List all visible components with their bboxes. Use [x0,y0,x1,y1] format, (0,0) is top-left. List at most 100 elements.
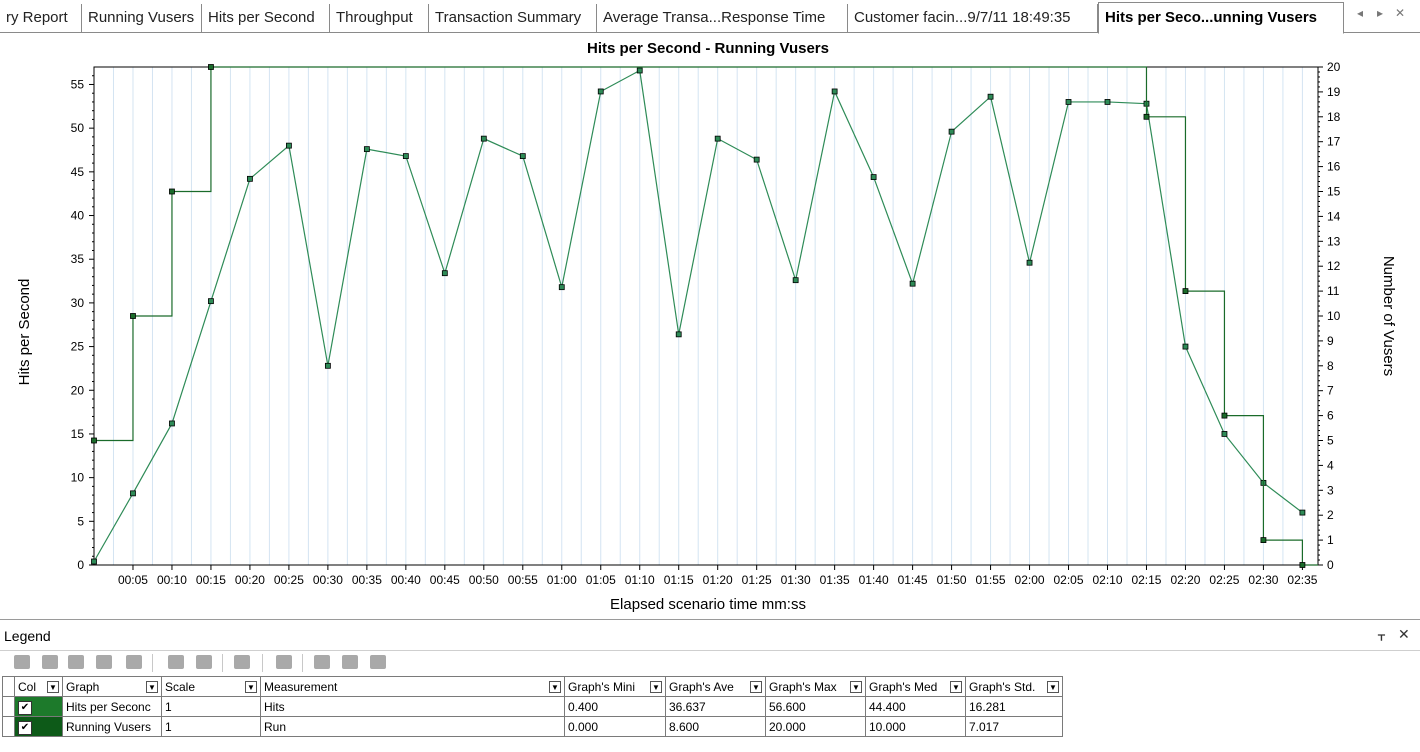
series-color-swatch[interactable]: ✔ [14,696,63,717]
left-y-tick-label: 15 [71,427,85,441]
data-point-hits-per-second [1299,509,1306,516]
col-header-measurement-label: Measurement [264,679,338,694]
chevron-down-icon[interactable]: ▼ [750,680,762,693]
right-y-tick-label: 8 [1327,359,1334,373]
plot-frame [93,66,1319,566]
scale-icon[interactable] [168,655,184,669]
left-y-tick-label: 35 [71,252,85,266]
data-point-hits-per-second [1182,343,1189,350]
chevron-down-icon[interactable]: ▼ [146,680,158,693]
col-header-std[interactable]: Graph's Std. ▼ [965,676,1063,697]
series-line-hits-per-second [93,69,1303,562]
series-color-swatch[interactable]: ✔ [14,716,63,737]
col-header-max[interactable]: Graph's Max ▼ [765,676,866,697]
chart-svg: Hits per Second - Running Vusers 00:05 00… [16,40,1397,613]
right-y-tick-label: 5 [1327,434,1334,448]
chevron-down-icon[interactable]: ▼ [850,680,862,693]
right-y-tick-label: 4 [1327,458,1334,472]
export-icon[interactable] [314,655,330,669]
tab-running-vusers[interactable]: Running Vusers [82,4,202,32]
data-point-running-vusers [1221,412,1228,419]
data-point-running-vusers [1260,537,1267,544]
col-header-med[interactable]: Graph's Med ▼ [865,676,966,697]
tab-hits-per-second-running-vusers[interactable]: Hits per Seco...unning Vusers [1098,2,1344,34]
x-tick-label: 02:20 [1170,573,1200,587]
show-selected-icon[interactable] [14,655,30,669]
configure-icon[interactable] [96,655,112,669]
legend-cell-min: 0.000 [564,716,666,737]
right-y-tick-label: 12 [1327,259,1341,273]
data-point-hits-per-second [363,146,370,153]
x-tick-label: 01:10 [625,573,655,587]
col-header-min[interactable]: Graph's Mini ▼ [564,676,666,697]
left-y-tick-label: 10 [71,471,85,485]
data-point-hits-per-second [208,298,214,305]
tab-customer-facing[interactable]: Customer facin...9/7/11 18:49:35 [848,4,1098,32]
visibility-checkbox[interactable]: ✔ [18,720,32,735]
col-header-measurement[interactable]: Measurement ▼ [260,676,565,697]
tab-scroll-right-icon[interactable]: ▸ [1376,6,1384,20]
right-y-tick-label: 0 [1327,558,1334,572]
legend-cell-med: 44.400 [865,696,966,717]
data-point-hits-per-second [1221,431,1228,437]
hide-selected-icon[interactable] [68,655,84,669]
left-y-tick-label: 55 [71,77,85,91]
tab-transaction-summary[interactable]: Transaction Summary [429,4,597,32]
tab-close-icon[interactable]: ✕ [1394,6,1406,20]
columns-icon[interactable] [276,655,292,669]
right-y-tick-label: 2 [1327,508,1334,522]
row-selector[interactable] [2,716,15,737]
toolbar-separator [302,654,303,672]
chevron-down-icon[interactable]: ▼ [650,680,662,693]
col-header-color[interactable]: Col ▼ [14,676,63,697]
pin-icon[interactable]: ᚁ [1378,626,1385,642]
col-header-avg[interactable]: Graph's Ave ▼ [665,676,766,697]
left-y-tick-label: 20 [71,383,85,397]
tab-scroll-left-icon[interactable]: ◂ [1356,6,1364,20]
data-point-hits-per-second [987,93,994,100]
chevron-down-icon[interactable]: ▼ [1047,680,1059,693]
chevron-down-icon[interactable]: ▼ [245,680,257,693]
chevron-down-icon[interactable]: ▼ [47,680,59,693]
col-header-graph[interactable]: Graph ▼ [62,676,162,697]
data-point-running-vusers [208,64,214,70]
legend-cell-measurement: Hits [260,696,565,717]
data-point-hits-per-second [714,135,721,142]
tab-average-transaction-response-time[interactable]: Average Transa...Response Time [597,4,848,32]
chevron-down-icon[interactable]: ▼ [549,680,561,693]
x-tick-label: 00:30 [313,573,343,587]
legend-cell-med: 10.000 [865,716,966,737]
tab-hits-per-second[interactable]: Hits per Second [202,4,330,32]
legend-toolbar [0,650,1420,675]
save-icon[interactable] [370,655,386,669]
data-point-hits-per-second [831,88,838,95]
legend-cell-graph: Hits per Seconc [62,696,162,717]
legend-cell-max: 56.600 [765,696,866,717]
row-selector-header[interactable] [2,676,15,697]
tab-navigation: ◂ ▸ ✕ [1350,6,1416,28]
tab-summary-report[interactable]: ry Report [0,4,82,32]
x-tick-label: 01:15 [664,573,694,587]
col-header-scale[interactable]: Scale ▼ [161,676,261,697]
right-y-tick-label: 6 [1327,409,1334,423]
legend-row-running-vusers[interactable]: ✔ Running Vusers 1 Run 0.000 8.600 20.00… [2,716,1063,737]
chart-settings-icon[interactable] [196,655,212,669]
series-line-running-vusers [94,66,1318,566]
toolbar-separator [222,654,223,672]
x-tick-label: 00:05 [118,573,148,587]
visibility-checkbox[interactable]: ✔ [18,700,32,715]
legend-cell-max: 20.000 [765,716,866,737]
filter-icon[interactable] [126,655,142,669]
legend-row-hits-per-second[interactable]: ✔ Hits per Seconc 1 Hits 0.400 36.637 56… [2,696,1063,717]
data-point-running-vusers [1143,113,1150,120]
close-icon[interactable]: ✕ [1398,626,1410,642]
show-all-icon[interactable] [42,655,58,669]
x-tick-label: 00:20 [235,573,265,587]
collapse-icon[interactable] [342,655,358,669]
highlight-icon[interactable] [234,655,250,669]
chevron-down-icon[interactable]: ▼ [950,680,962,693]
right-y-tick-label: 7 [1327,384,1334,398]
row-selector[interactable] [2,696,15,717]
tab-throughput[interactable]: Throughput [330,4,429,32]
data-point-hits-per-second [636,67,643,74]
